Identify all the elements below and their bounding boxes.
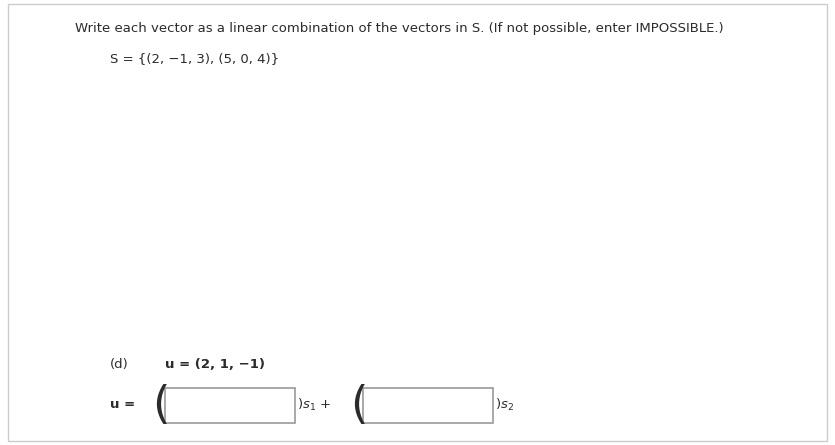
Bar [363, 388, 493, 423]
Bar [165, 388, 295, 423]
Text: u =: u = [110, 399, 135, 412]
Text: S = {(2, −1, 3), (5, 0, 4)}: S = {(2, −1, 3), (5, 0, 4)} [110, 52, 279, 65]
Text: (d): (d) [110, 358, 129, 371]
Text: )$\mathit{s}_2$: )$\mathit{s}_2$ [495, 397, 514, 413]
Text: (: ( [152, 384, 170, 426]
Text: (: ( [350, 384, 367, 426]
Text: )$\mathit{s}_1$ +: )$\mathit{s}_1$ + [297, 397, 331, 413]
Text: u = (2, 1, −1): u = (2, 1, −1) [165, 358, 265, 371]
Text: Write each vector as a linear combination of the vectors in S. (If not possible,: Write each vector as a linear combinatio… [75, 22, 724, 35]
